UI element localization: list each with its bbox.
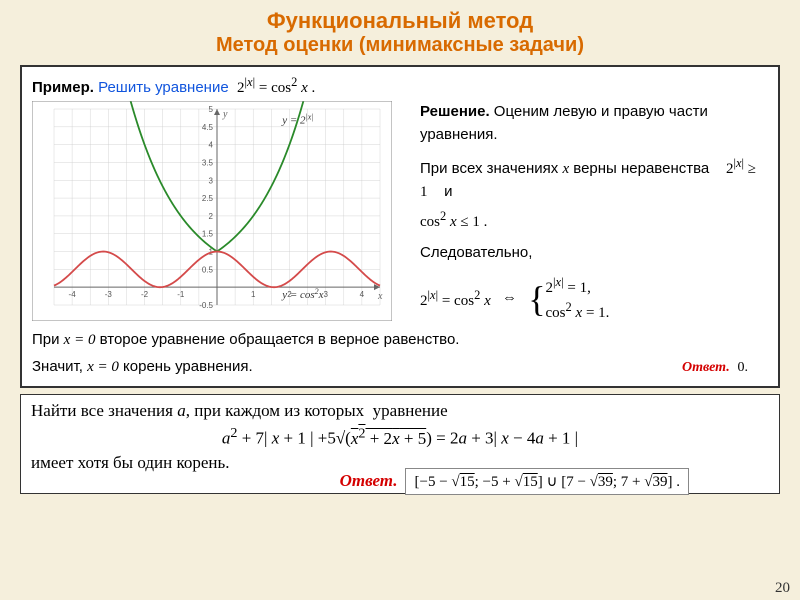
svg-text:-0.5: -0.5 [199,301,213,310]
footer-line2c: корень уравнения. [119,358,253,375]
solution-text2c: и [444,183,452,200]
svg-text:-2: -2 [141,290,149,299]
ineq2: cos2 x ≤ 1 . [420,214,487,230]
answer1-value: 0. [738,360,749,375]
example-action: Решить уравнение [98,79,229,96]
svg-text:y: y [222,109,228,120]
svg-text:2: 2 [209,212,214,221]
svg-text:4: 4 [209,141,214,150]
chart: xy-4-3-2-11234-0.50.511.522.533.544.55y … [32,101,392,321]
footer-line1b: x = 0 [64,332,96,348]
footer-line1a: При [32,331,64,348]
footer-line1c: второе уравнение обращается в верное рав… [95,331,459,348]
page-number: 20 [775,580,790,597]
solution-text2b: верны неравенства [569,160,713,177]
sys2: cos2 x = 1. [546,299,610,324]
task2-line1: Найти все значения a, при каждом из кото… [31,401,769,421]
task2-eq: a2 + 7| x + 1 | +5√(x2 + 2x + 5) = 2a + … [31,425,769,449]
svg-text:5: 5 [209,105,214,114]
svg-text:-4: -4 [69,290,77,299]
svg-text:x: x [377,291,383,302]
svg-text:0.5: 0.5 [202,265,214,274]
svg-text:2.5: 2.5 [202,194,214,203]
answer2-label: Ответ. [340,471,398,491]
title-main: Функциональный метод [0,8,800,34]
task2-box: Найти все значения a, при каждом из кото… [20,394,780,494]
title-sub: Метод оценки (минимаксные задачи) [0,34,800,57]
sys1: 2|x| = 1, [546,274,610,299]
answer1-label: Ответ. [682,360,730,375]
svg-text:-1: -1 [177,290,185,299]
svg-text:1: 1 [251,290,256,299]
svg-text:4: 4 [360,290,365,299]
eq-main: 2|x| = cos2 x [420,288,491,310]
svg-text:3: 3 [209,176,214,185]
svg-text:3: 3 [323,290,328,299]
footer-line2a: Значит, [32,358,87,375]
svg-text:1.5: 1.5 [202,230,214,239]
solution-text2a: При всех значениях [420,160,562,177]
solution-text3: Следовательно, [420,244,532,261]
footer-line2b: x = 0 [87,359,119,375]
example-equation: 2|x| = cos2 x . [237,80,315,96]
svg-text:4.5: 4.5 [202,123,214,132]
brace-icon: { [528,281,545,317]
iff: ⇔ [502,290,517,307]
example-box: Пример. Решить уравнение 2|x| = cos2 x .… [20,65,780,388]
solution-label: Решение. [420,103,490,120]
example-label: Пример. [32,79,94,96]
system: 2|x| = 1, cos2 x = 1. [546,274,610,323]
svg-text:3.5: 3.5 [202,158,214,167]
answer2-value: [−5 − √15; −5 + √15] ∪ [7 − √39; 7 + √39… [405,468,689,495]
svg-text:-3: -3 [105,290,113,299]
